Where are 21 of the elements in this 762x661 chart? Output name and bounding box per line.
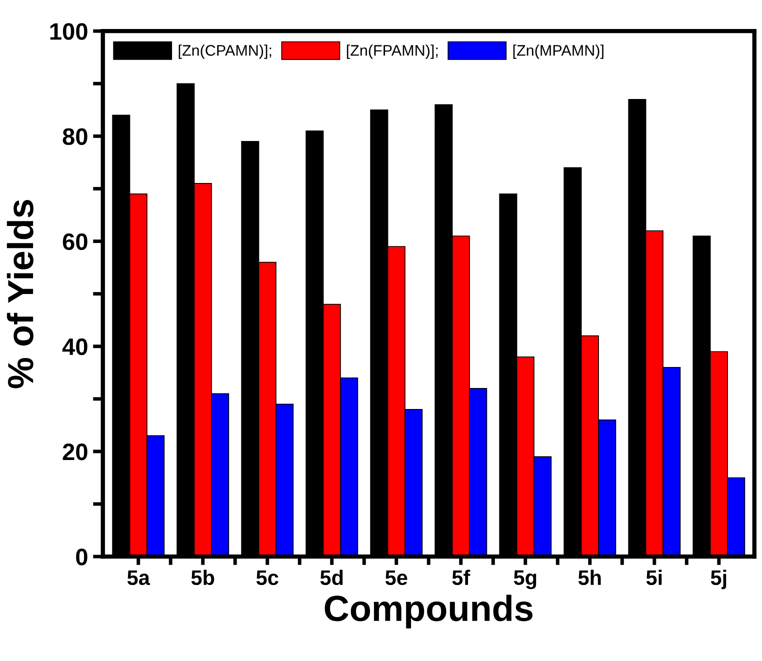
x-tick-label: 5j bbox=[710, 570, 726, 590]
y-tick-label: 100 bbox=[50, 23, 88, 40]
x-tick-label: 5b bbox=[191, 570, 214, 586]
x-tick-label: 5d bbox=[320, 570, 343, 586]
y-tick-label: 80 bbox=[62, 128, 88, 145]
x-tick-label: 5h bbox=[578, 570, 601, 586]
x-tick-label: 5a bbox=[127, 570, 150, 586]
y-tick-label: 20 bbox=[62, 444, 88, 460]
x-axis-title: Compounds bbox=[324, 594, 532, 628]
y-axis-title: % of Yields bbox=[6, 200, 34, 388]
legend-label: [Zn(MPAMN)] bbox=[513, 44, 604, 59]
legend-label: [Zn(CPAMN)]; bbox=[178, 44, 272, 59]
x-tick-label: 5f bbox=[452, 570, 470, 586]
x-tick-label: 5i bbox=[646, 570, 662, 586]
y-tick-label: 60 bbox=[62, 233, 88, 250]
y-tick-label: 0 bbox=[76, 548, 88, 566]
y-tick-label: 40 bbox=[62, 338, 88, 356]
x-tick-label: 5g bbox=[514, 570, 536, 590]
x-tick-label: 5e bbox=[385, 570, 408, 586]
legend-label: [Zn(FPAMN)]; bbox=[346, 44, 438, 59]
x-tick-label: 5c bbox=[256, 570, 278, 586]
